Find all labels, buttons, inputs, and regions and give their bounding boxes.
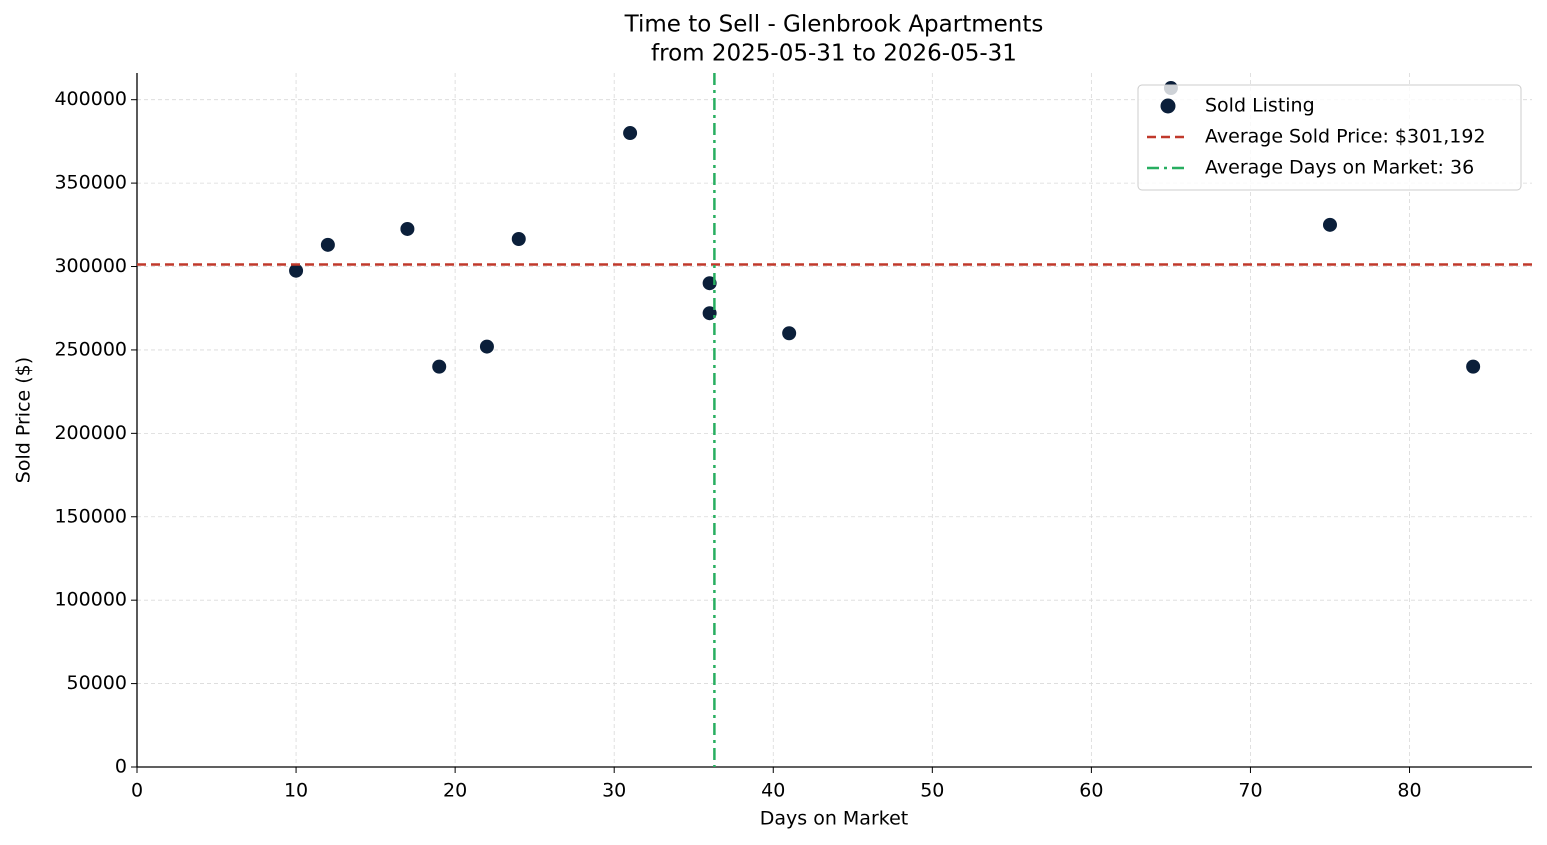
y-axis-label: Sold Price ($): [13, 357, 35, 483]
x-axis-label: Days on Market: [760, 808, 908, 830]
legend-marker: [1160, 98, 1176, 114]
y-tick-label: 350000: [54, 172, 127, 194]
chart-title: Time to Sell - Glenbrook Apartments: [624, 12, 1044, 38]
y-tick-label: 0: [115, 756, 127, 778]
chart-subtitle: from 2025-05-31 to 2026-05-31: [651, 41, 1017, 67]
legend-box: [1137, 84, 1522, 191]
y-tick-label: 150000: [54, 505, 127, 527]
point: [478, 338, 495, 355]
x-tick-label: 70: [1238, 780, 1262, 802]
point: [622, 125, 639, 142]
legend-label: Average Sold Price: $301,192: [1205, 126, 1486, 148]
y-tick-label: 400000: [54, 88, 127, 110]
x-tick-label: 10: [284, 780, 308, 802]
point: [1465, 358, 1482, 375]
x-tick-label: 80: [1397, 780, 1421, 802]
point: [399, 220, 416, 237]
point: [781, 325, 798, 342]
y-tick-label: 200000: [54, 422, 127, 444]
point: [510, 230, 527, 247]
point: [431, 358, 448, 375]
y-tick-label: 50000: [67, 672, 127, 694]
y-tick-label: 250000: [54, 338, 127, 360]
y-tick-label: 100000: [54, 589, 127, 611]
x-tick-label: 0: [131, 780, 143, 802]
x-tick-label: 40: [761, 780, 785, 802]
x-tick-label: 60: [1079, 780, 1103, 802]
x-tick-label: 20: [443, 780, 467, 802]
point: [288, 262, 305, 279]
y-tick-label: 300000: [54, 255, 127, 277]
legend-label: Sold Listing: [1205, 95, 1315, 117]
x-tick-label: 50: [920, 780, 944, 802]
legend-label: Average Days on Market: 36: [1205, 157, 1474, 179]
x-tick-label: 30: [602, 780, 626, 802]
point: [1321, 216, 1338, 233]
point: [319, 236, 336, 253]
